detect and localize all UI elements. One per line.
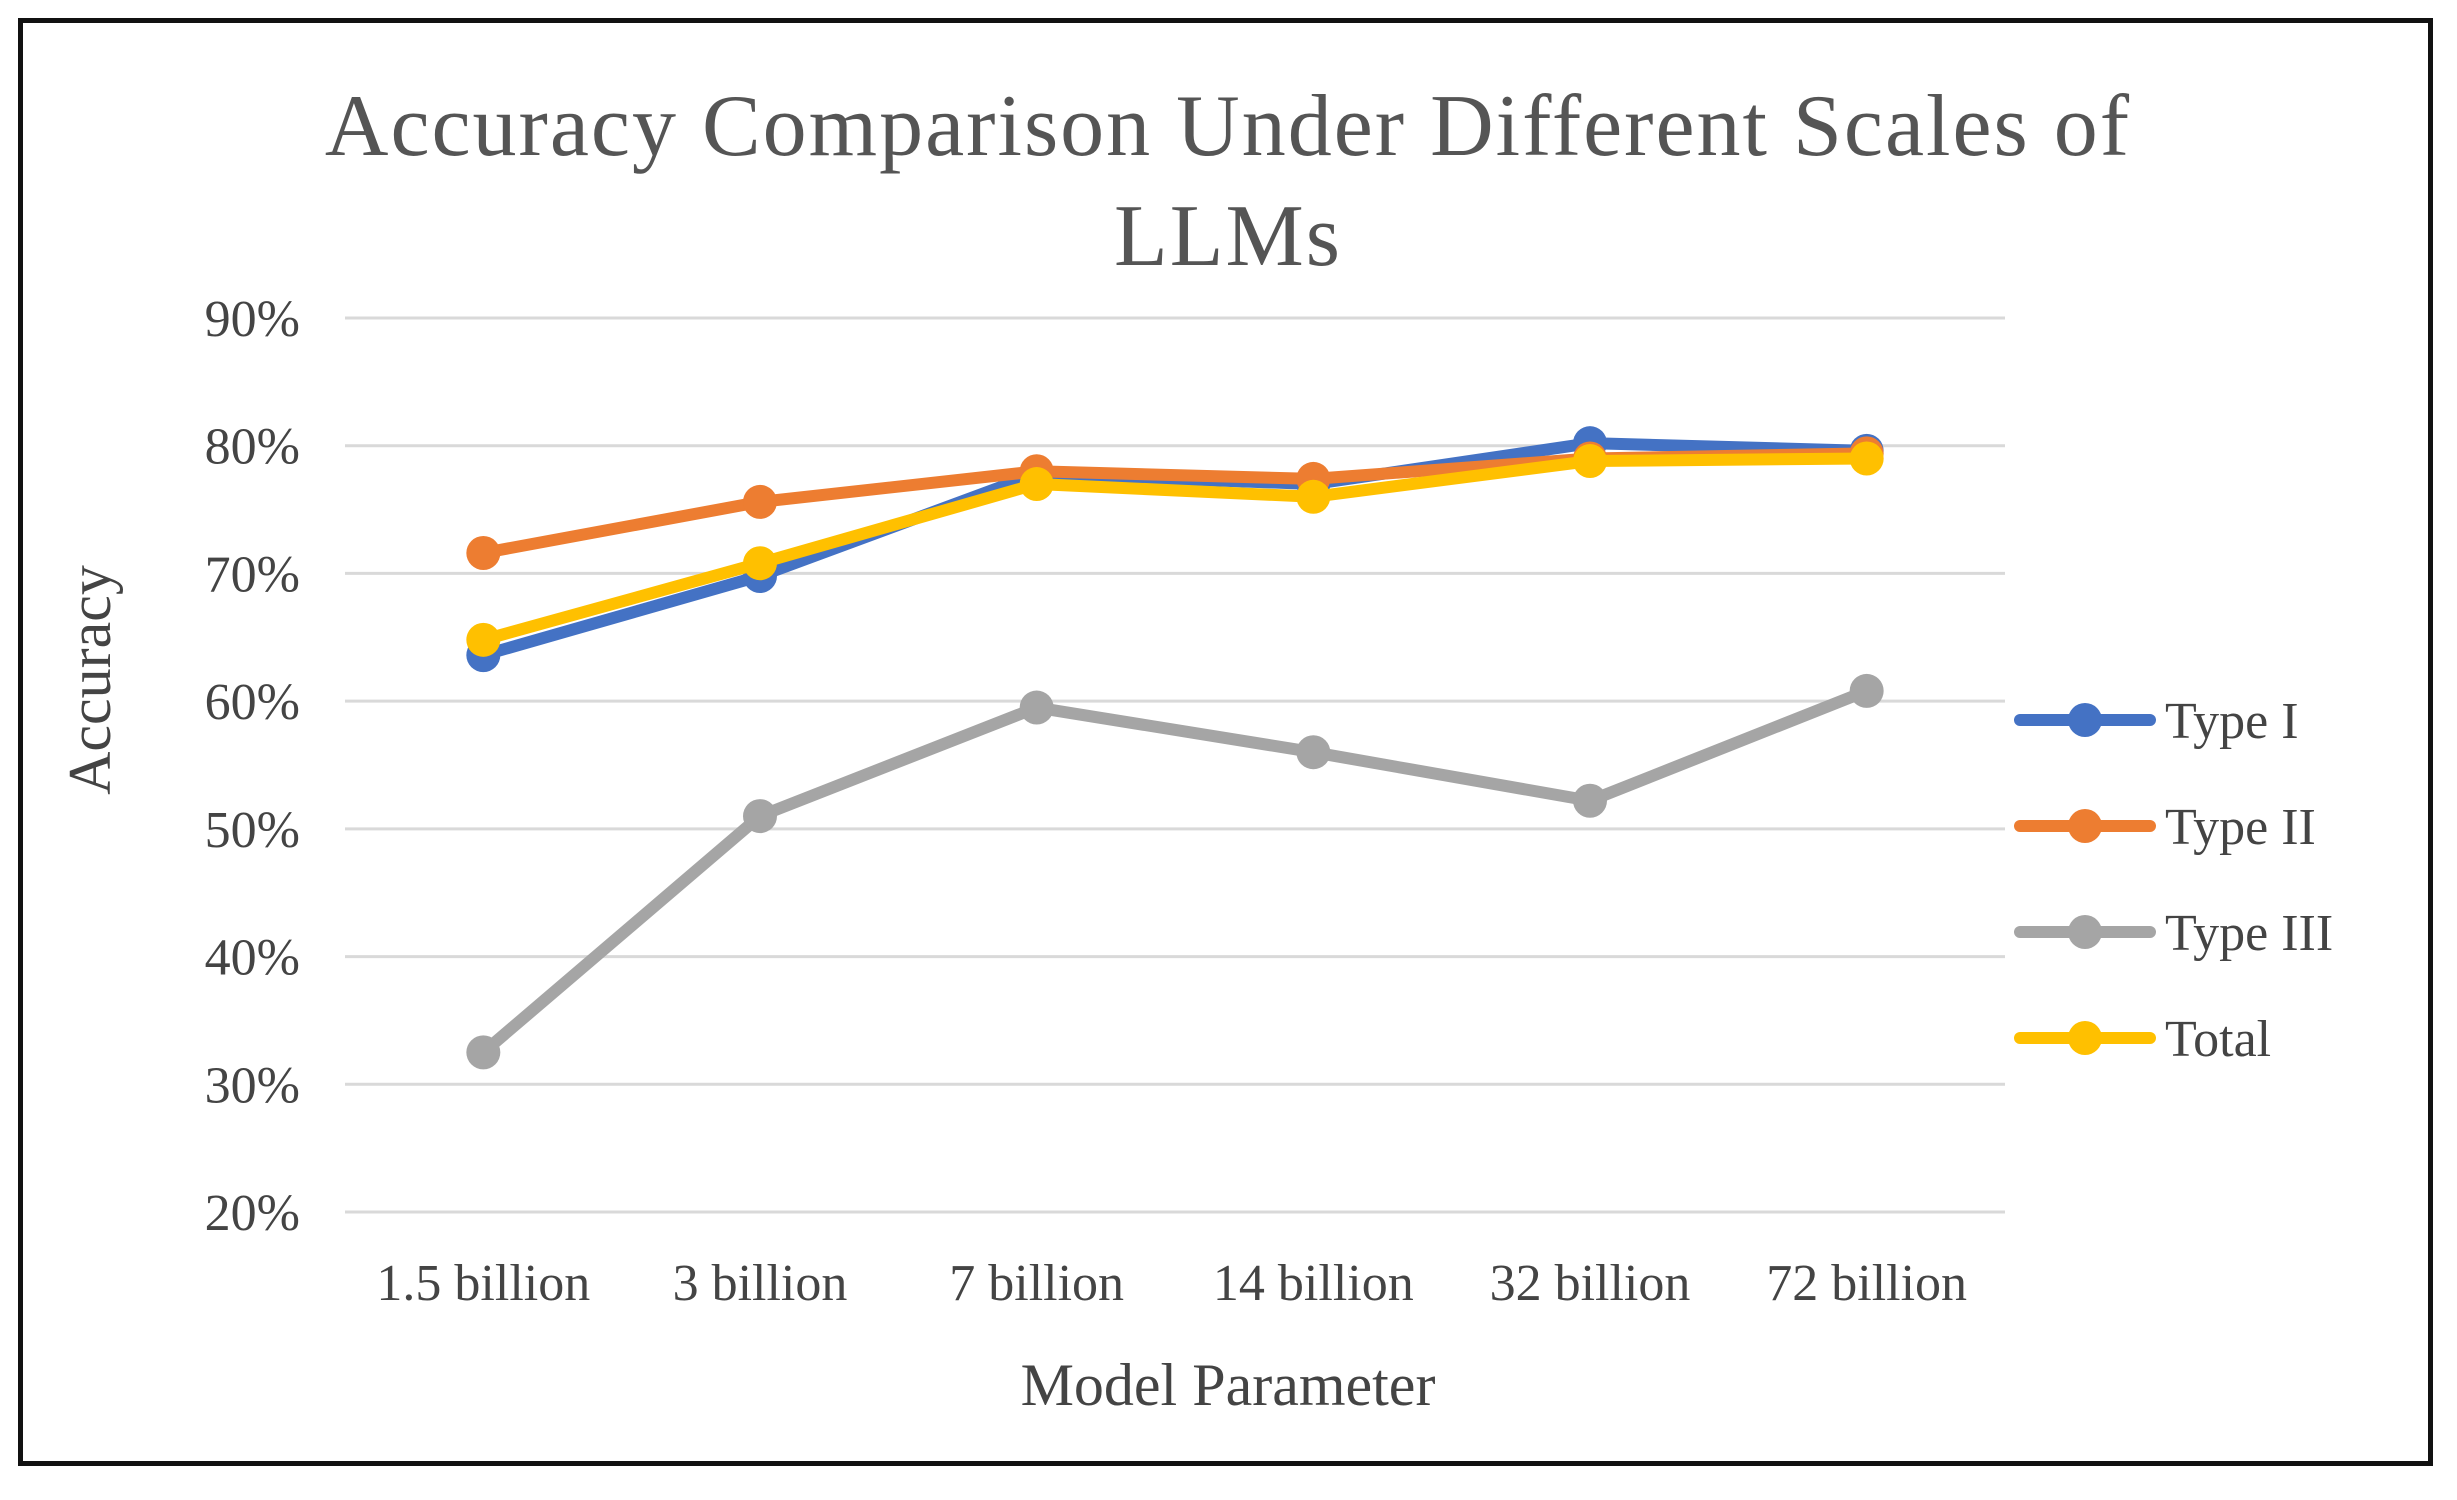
legend-label: Type II (2165, 799, 2316, 856)
y-tick-label: 80% (205, 419, 300, 476)
x-tick-label: 14 billion (1213, 1255, 1414, 1312)
chart-title-line-1: Accuracy Comparison Under Different Scal… (325, 78, 2131, 175)
legend-swatch-marker (2068, 915, 2102, 949)
x-tick-label: 72 billion (1766, 1255, 1967, 1312)
y-tick-label: 50% (205, 802, 300, 859)
y-tick-label: 70% (205, 546, 300, 603)
legend-item-type-iii: Type III (2014, 905, 2333, 962)
legend: Type I Type II Type III Total (2014, 693, 2333, 1068)
data-point-total (1849, 441, 1884, 476)
data-point-type-iii (1296, 735, 1331, 770)
x-axis-title: Model Parameter (1021, 1352, 1436, 1418)
data-point-total (1573, 444, 1607, 479)
data-point-type-ii (466, 535, 501, 570)
y-tick-label: 20% (205, 1185, 300, 1242)
x-tick-label: 7 billion (949, 1255, 1124, 1312)
data-point-total (743, 546, 777, 581)
series-line-type-ii (477, 447, 1873, 559)
y-tick-label: 40% (205, 930, 300, 987)
data-point-type-iii (466, 1035, 501, 1070)
legend-swatch-marker (2068, 809, 2102, 843)
legend-swatch-marker (2068, 1021, 2102, 1055)
data-point-total (466, 622, 501, 657)
x-axis-ticks: 1.5 billion 3 billion 7 billion 14 billion 3… (376, 1255, 1967, 1312)
chart-title-line-2: LLMs (1114, 188, 1342, 285)
x-tick-label: 1.5 billion (376, 1255, 590, 1312)
data-point-type-iii (1573, 783, 1607, 818)
series-line-total (477, 452, 1873, 646)
legend-label: Type I (2165, 693, 2299, 750)
legend-label: Total (2165, 1011, 2271, 1068)
series-type-iii (466, 673, 1884, 1070)
data-point-total (1019, 467, 1054, 502)
x-tick-label: 32 billion (1490, 1255, 1691, 1312)
data-point-type-iii (743, 799, 777, 834)
legend-item-total: Total (2014, 1011, 2271, 1068)
data-point-type-iii (1849, 673, 1884, 708)
legend-item-type-i: Type I (2014, 693, 2299, 750)
legend-item-type-ii: Type II (2014, 799, 2316, 856)
y-axis-title: Accuracy (57, 565, 123, 795)
y-axis-ticks: 20% 30% 40% 50% 60% 70% 80% 90% (205, 291, 300, 1242)
chart-title: Accuracy Comparison Under Different Scal… (325, 78, 2131, 285)
legend-swatch-marker (2068, 703, 2102, 737)
series-line-type-iii (477, 684, 1873, 1059)
data-point-type-ii (743, 484, 777, 519)
data-point-type-iii (1019, 690, 1054, 725)
series-lines (466, 426, 1884, 1070)
series-total (466, 441, 1884, 657)
y-tick-label: 60% (205, 674, 300, 731)
x-tick-label: 3 billion (673, 1255, 848, 1312)
data-point-total (1296, 479, 1331, 514)
legend-label: Type III (2165, 905, 2333, 962)
y-tick-label: 90% (205, 291, 300, 348)
y-tick-label: 30% (205, 1057, 300, 1114)
